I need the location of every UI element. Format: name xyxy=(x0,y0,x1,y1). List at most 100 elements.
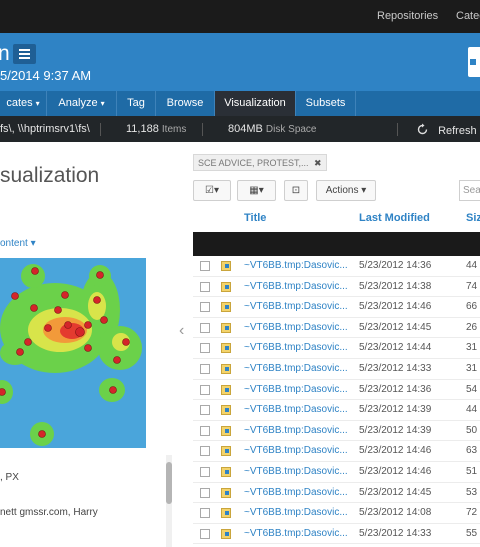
column-title[interactable]: Title xyxy=(244,212,267,224)
tab-browse[interactable]: Browse xyxy=(156,91,215,116)
row-size: 44 xyxy=(466,404,478,416)
tab-tag[interactable]: Tag xyxy=(117,91,156,116)
file-icon xyxy=(221,425,231,436)
row-modified: 5/23/2012 14:44 xyxy=(359,342,432,354)
table-row[interactable]: ~VT6BB.tmp:Dasovic... 5/23/2012 14:39 44 xyxy=(193,400,480,421)
row-title-link[interactable]: ~VT6BB.tmp:Dasovic... xyxy=(244,301,348,313)
row-title-link[interactable]: ~VT6BB.tmp:Dasovic... xyxy=(244,342,348,354)
search-input[interactable]: Sea xyxy=(459,180,480,201)
row-checkbox[interactable] xyxy=(200,446,210,457)
caret-down-icon: ▾ xyxy=(30,238,36,249)
page-title: sualization xyxy=(0,164,100,187)
tab-duplicates[interactable]: cates ▾ xyxy=(0,91,47,116)
table-row[interactable]: ~VT6BB.tmp:Dasovic... 5/23/2012 14:45 26 xyxy=(193,318,480,339)
column-last-modified[interactable]: Last Modified xyxy=(359,212,430,224)
caret-down-icon: ▾ xyxy=(35,99,40,108)
filter-chip[interactable]: SCE ADVICE, PROTEST,... ✖ xyxy=(193,154,327,171)
file-icon xyxy=(221,261,231,271)
row-checkbox[interactable] xyxy=(200,487,210,498)
row-title-link[interactable]: ~VT6BB.tmp:Dasovic... xyxy=(244,445,348,457)
chevron-left-icon[interactable]: ‹ xyxy=(179,322,185,339)
row-title-link[interactable]: ~VT6BB.tmp:Dasovic... xyxy=(244,404,348,416)
caret-down-icon: ▾ xyxy=(361,185,367,196)
column-size[interactable]: Siz xyxy=(466,212,480,224)
row-title-link[interactable]: ~VT6BB.tmp:Dasovic... xyxy=(244,465,348,477)
row-title-link[interactable]: ~VT6BB.tmp:Dasovic... xyxy=(244,424,348,436)
row-checkbox[interactable] xyxy=(200,302,210,313)
row-size: 74 xyxy=(466,280,478,292)
row-title-link[interactable]: ~VT6BB.tmp:Dasovic... xyxy=(244,362,348,374)
row-checkbox[interactable] xyxy=(200,363,210,374)
row-title-link[interactable]: ~VT6BB.tmp:Dasovic... xyxy=(244,383,348,395)
table-row[interactable]: ~VT6BB.tmp:Dasovic... 5/23/2012 14:46 63 xyxy=(193,441,480,462)
row-title-link[interactable]: ~VT6BB.tmp:Dasovic... xyxy=(244,280,348,292)
items-count: 11,188 Items xyxy=(126,123,187,135)
row-size: 53 xyxy=(466,486,478,498)
row-checkbox[interactable] xyxy=(200,261,210,271)
row-title-link[interactable]: ~VT6BB.tmp:Dasovic... xyxy=(244,486,348,498)
row-modified: 5/23/2012 14:46 xyxy=(359,445,432,457)
row-title-link[interactable]: ~VT6BB.tmp:Dasovic... xyxy=(244,260,348,271)
results-pane xyxy=(185,142,480,547)
refresh-button[interactable]: Refresh xyxy=(416,123,477,137)
close-icon[interactable]: ✖ xyxy=(314,158,322,168)
scrollbar-thumb[interactable] xyxy=(166,462,172,504)
row-title-link[interactable]: ~VT6BB.tmp:Dasovic... xyxy=(244,527,348,539)
actions-dropdown-button[interactable]: Actions ▾ xyxy=(316,180,376,201)
row-modified: 5/23/2012 14:33 xyxy=(359,362,432,374)
table-row[interactable]: ~VT6BB.tmp:Dasovic... 5/23/2012 14:44 31 xyxy=(193,338,480,359)
status-bar: fs\, \\hptrimsrv1\fs\ 11,188 Items 804MB… xyxy=(0,116,480,142)
table-row[interactable]: ~VT6BB.tmp:Dasovic... 5/23/2012 14:45 53 xyxy=(193,483,480,504)
row-title-link[interactable]: ~VT6BB.tmp:Dasovic... xyxy=(244,321,348,333)
table-row[interactable]: ~VT6BB.tmp:Dasovic... 5/23/2012 14:36 54 xyxy=(193,380,480,401)
row-modified: 5/23/2012 14:45 xyxy=(359,486,432,498)
hamburger-menu-button[interactable] xyxy=(13,44,36,64)
table-row[interactable]: ~VT6BB.tmp:Dasovic... 5/23/2012 14:39 50 xyxy=(193,421,480,442)
row-checkbox[interactable] xyxy=(200,405,210,416)
row-modified: 5/23/2012 14:46 xyxy=(359,465,432,477)
caret-down-icon: ▾ xyxy=(100,99,105,108)
file-icon xyxy=(221,363,231,374)
row-checkbox[interactable] xyxy=(200,425,210,436)
row-size: 72 xyxy=(466,507,478,519)
content-dropdown[interactable]: ontent ▾ xyxy=(0,238,36,249)
row-checkbox[interactable] xyxy=(200,384,210,395)
row-checkbox[interactable] xyxy=(200,343,210,354)
categories-link[interactable]: Categ xyxy=(456,10,480,22)
view-dropdown-button[interactable]: ▦▾ xyxy=(237,180,276,201)
row-checkbox[interactable] xyxy=(200,528,210,539)
repositories-link[interactable]: Repositories xyxy=(377,10,439,22)
row-checkbox[interactable] xyxy=(200,281,210,292)
caret-down-icon: ▾ xyxy=(213,185,219,196)
export-button[interactable]: ⊡ xyxy=(284,180,308,201)
table-header: Title Last Modified Siz xyxy=(193,207,480,231)
tab-analyze[interactable]: Analyze ▾ xyxy=(47,91,117,116)
grid-icon: ▦ xyxy=(249,185,259,196)
row-modified: 5/23/2012 14:39 xyxy=(359,404,432,416)
row-modified: 5/23/2012 14:38 xyxy=(359,280,432,292)
file-icon xyxy=(221,446,231,457)
table-row[interactable]: ~VT6BB.tmp:Dasovic... 5/23/2012 14:36 44 xyxy=(193,256,480,277)
tab-subsets[interactable]: Subsets xyxy=(296,91,356,116)
row-size: 31 xyxy=(466,342,478,354)
table-row[interactable]: ~VT6BB.tmp:Dasovic... 5/23/2012 14:46 66 xyxy=(193,297,480,318)
checkbox-icon: ☑ xyxy=(205,185,214,196)
row-modified: 5/23/2012 14:46 xyxy=(359,301,432,313)
table-row[interactable]: ~VT6BB.tmp:Dasovic... 5/23/2012 14:33 55 xyxy=(193,524,480,545)
table-row[interactable]: ~VT6BB.tmp:Dasovic... 5/23/2012 14:38 74 xyxy=(193,277,480,298)
header-action-button[interactable] xyxy=(468,47,480,77)
table-row[interactable]: ~VT6BB.tmp:Dasovic... 5/23/2012 14:33 31 xyxy=(193,359,480,380)
row-checkbox[interactable] xyxy=(200,466,210,477)
row-modified: 5/23/2012 14:08 xyxy=(359,507,432,519)
tab-visualization[interactable]: Visualization xyxy=(215,91,296,116)
row-size: 44 xyxy=(466,260,478,271)
row-checkbox[interactable] xyxy=(200,508,210,519)
heatmap-visualization[interactable] xyxy=(0,258,146,448)
row-size: 54 xyxy=(466,383,478,395)
table-row[interactable]: ~VT6BB.tmp:Dasovic... 5/23/2012 14:08 72 xyxy=(193,503,480,524)
row-title-link[interactable]: ~VT6BB.tmp:Dasovic... xyxy=(244,507,348,519)
row-checkbox[interactable] xyxy=(200,322,210,333)
select-dropdown-button[interactable]: ☑▾ xyxy=(193,180,231,201)
table-row[interactable]: ~VT6BB.tmp:Dasovic... 5/23/2012 14:46 51 xyxy=(193,462,480,483)
header-date: 5/2014 9:37 AM xyxy=(0,68,92,83)
